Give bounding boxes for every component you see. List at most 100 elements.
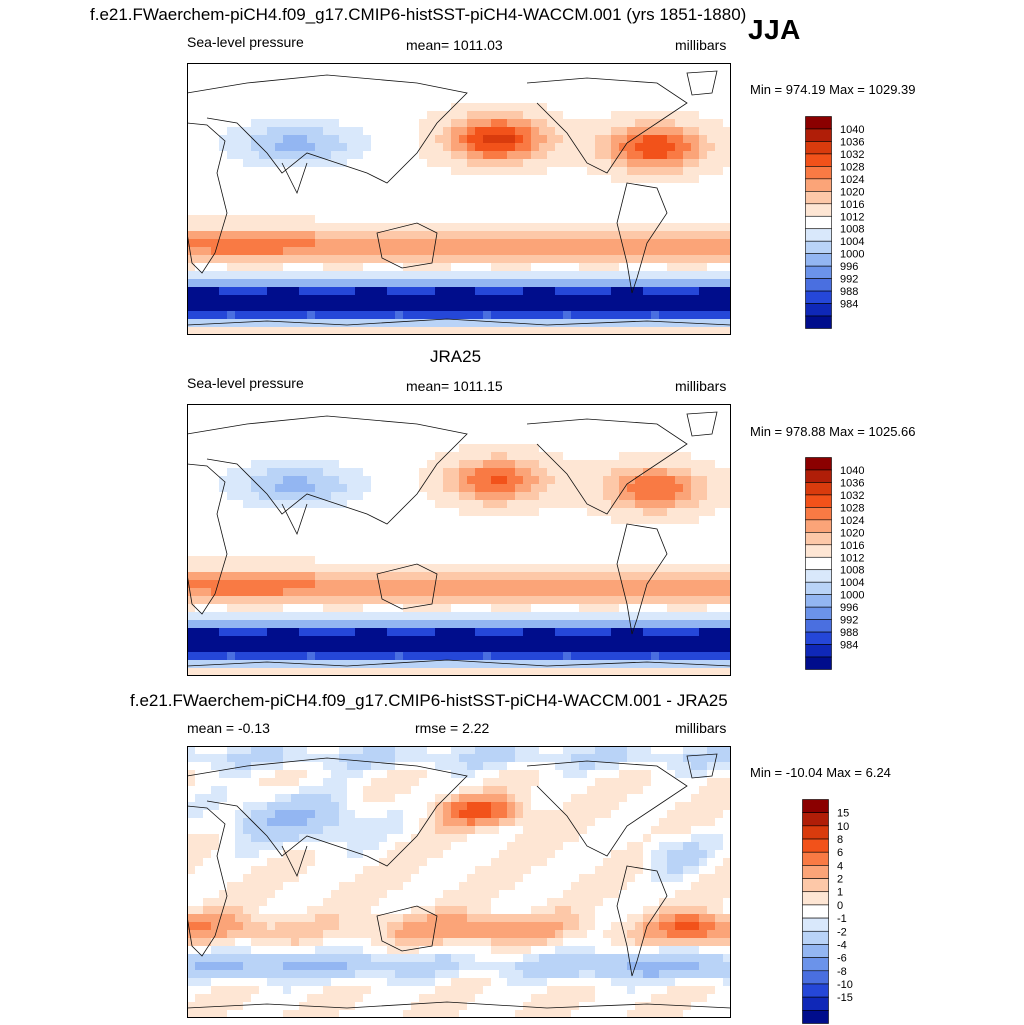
colorbar-diff-swatch — [802, 865, 829, 879]
units-label-model: millibars — [675, 37, 727, 53]
colorbar-diff-swatch — [802, 825, 829, 840]
colorbar-obs-swatch — [805, 507, 832, 521]
colorbar-obs-tick-label: 1004 — [840, 577, 864, 589]
colorbar-obs-swatch — [805, 656, 832, 670]
colorbar-obs-swatch — [805, 457, 832, 471]
colorbar-model-swatch — [805, 191, 832, 205]
colorbar-model-tick-label: 1008 — [840, 224, 864, 236]
colorbar-obs-tick-label: 1036 — [840, 477, 864, 489]
colorbar-model-tick-label: 1012 — [840, 211, 864, 223]
colorbar-obs-swatch — [805, 581, 832, 595]
map-diff — [187, 746, 731, 1018]
colorbar-model-tick-label: 988 — [840, 286, 858, 298]
colorbar-diff-tick-label: -4 — [837, 939, 847, 951]
colorbar-model-tick-label: 1020 — [840, 186, 864, 198]
colorbar-model-swatch — [805, 166, 832, 180]
minmax-label-obs: Min = 978.88 Max = 1025.66 — [750, 424, 916, 439]
colorbar-obs-tick-label: 1000 — [840, 590, 864, 602]
colorbar-model-tick-label: 984 — [840, 299, 858, 311]
colorbar-obs-swatch — [805, 556, 832, 571]
colorbar-diff-swatch — [802, 970, 829, 985]
colorbar-model-swatch — [805, 116, 832, 130]
coastlines — [187, 411, 731, 667]
coastlines — [187, 70, 731, 326]
colorbar-diff-tick-label: 1 — [837, 887, 843, 899]
colorbar-diff-tick-label: 8 — [837, 834, 843, 846]
colorbar-model-tick-label: 1024 — [840, 174, 864, 186]
colorbar-diff-tick-label: 15 — [837, 808, 849, 820]
colorbar-diff-swatch — [802, 851, 829, 866]
colorbar-model-tick-label: 992 — [840, 274, 858, 286]
mean-label-model: mean= 1011.03 — [406, 37, 503, 53]
colorbar-diff-tick-label: 10 — [837, 821, 849, 833]
colorbar-model-swatch — [805, 178, 832, 192]
colorbar-obs-tick-label: 996 — [840, 602, 858, 614]
field-label-obs: Sea-level pressure — [187, 375, 304, 391]
map-frame — [187, 404, 731, 676]
colorbar-diff-tick-label: -6 — [837, 953, 847, 965]
colorbar-obs-swatch — [805, 519, 832, 533]
colorbar-diff-swatch — [802, 930, 829, 945]
colorbar-obs-swatch — [805, 594, 832, 608]
colorbar-model-swatch — [805, 278, 832, 292]
colorbar-obs-tick-label: 1040 — [840, 465, 864, 477]
colorbar-model-swatch — [805, 228, 832, 242]
colorbar-obs-tick-label: 988 — [840, 627, 858, 639]
colorbar-obs-swatch — [805, 644, 832, 658]
colorbar-model-swatch — [805, 253, 832, 267]
mean-label-diff: mean = -0.13 — [187, 720, 270, 736]
panel-title-diff: f.e21.FWaerchem-piCH4.f09_g17.CMIP6-hist… — [130, 691, 728, 710]
colorbar-model-swatch — [805, 153, 832, 167]
colorbar-obs-swatch — [805, 482, 832, 496]
colorbar-diff-tick-label: 0 — [837, 900, 843, 912]
minmax-label-model: Min = 974.19 Max = 1029.39 — [750, 82, 916, 97]
colorbar-model-swatch — [805, 141, 832, 155]
colorbar-obs-swatch — [805, 469, 832, 483]
colorbar-obs-tick-label: 1032 — [840, 490, 864, 502]
colorbar-model-swatch — [805, 128, 832, 142]
colorbar-diff-swatch — [802, 812, 829, 827]
colorbar-diff-tick-label: 6 — [837, 847, 843, 859]
colorbar-diff-tick-label: 2 — [837, 874, 843, 886]
colorbar-obs-swatch — [805, 544, 832, 558]
map-obs — [187, 404, 731, 676]
colorbar-model: 1040103610321028102410201016101210081004… — [805, 116, 864, 329]
colorbar-obs-swatch — [805, 532, 832, 546]
colorbar-model-swatch — [805, 215, 832, 230]
colorbar-diff-swatch — [802, 891, 829, 906]
colorbar-model-tick-label: 1004 — [840, 236, 864, 248]
colorbar-model-swatch — [805, 203, 832, 217]
coastlines — [187, 753, 731, 1009]
colorbar-model-swatch — [805, 315, 832, 329]
panel-title-model: f.e21.FWaerchem-piCH4.f09_g17.CMIP6-hist… — [90, 5, 747, 24]
map-frame — [187, 63, 731, 335]
contour-fill — [187, 404, 731, 676]
map-frame — [187, 746, 731, 1018]
colorbar-diff-swatch — [802, 996, 829, 1011]
colorbar-obs-swatch — [805, 494, 832, 508]
colorbar-model-tick-label: 1000 — [840, 249, 864, 261]
colorbar-diff-swatch — [802, 1010, 829, 1024]
map-model — [187, 63, 731, 335]
panel-title-obs: JRA25 — [430, 347, 482, 366]
colorbar-diff-tick-label: 4 — [837, 860, 843, 872]
units-label-diff: millibars — [675, 720, 727, 736]
colorbar-model-swatch — [805, 303, 832, 317]
units-label-obs: millibars — [675, 378, 727, 394]
colorbar-diff-swatch — [802, 878, 829, 893]
colorbar-diff-swatch — [802, 838, 829, 853]
colorbar-diff-tick-label: -8 — [837, 966, 847, 978]
colorbar-obs-tick-label: 1012 — [840, 552, 864, 564]
colorbar-model-tick-label: 1016 — [840, 199, 864, 211]
colorbar-obs-tick-label: 1020 — [840, 527, 864, 539]
colorbar-diff-swatch — [802, 917, 829, 932]
colorbar-model-tick-label: 1036 — [840, 136, 864, 148]
colorbar-obs-tick-label: 1016 — [840, 540, 864, 552]
colorbar-obs-swatch — [805, 631, 832, 645]
field-label-model: Sea-level pressure — [187, 34, 304, 50]
colorbar-model-swatch — [805, 290, 832, 304]
colorbar-obs-tick-label: 1008 — [840, 565, 864, 577]
colorbar-model-tick-label: 1028 — [840, 161, 864, 173]
colorbar-model-tick-label: 1040 — [840, 124, 864, 136]
colorbar-diff-swatch — [802, 944, 829, 958]
